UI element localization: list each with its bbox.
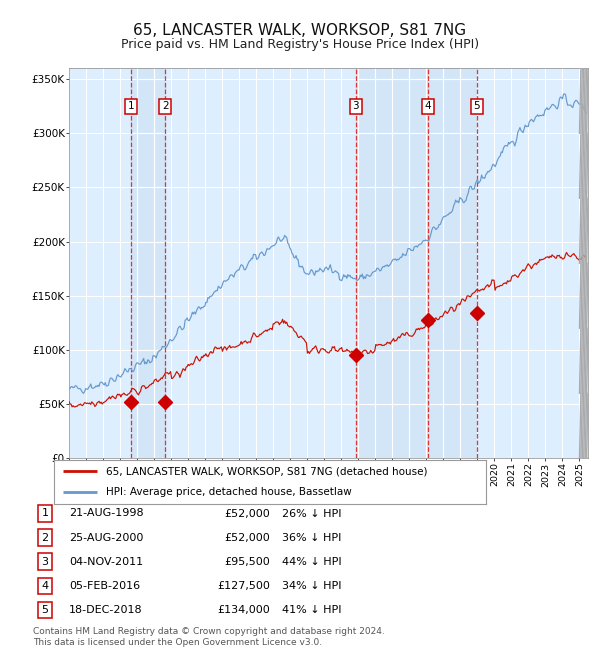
Text: 04-NOV-2011: 04-NOV-2011 <box>69 556 143 567</box>
Text: 65, LANCASTER WALK, WORKSOP, S81 7NG: 65, LANCASTER WALK, WORKSOP, S81 7NG <box>133 23 467 38</box>
Text: 34% ↓ HPI: 34% ↓ HPI <box>282 580 341 591</box>
Text: £127,500: £127,500 <box>217 580 270 591</box>
Text: £134,000: £134,000 <box>217 604 270 615</box>
Text: 21-AUG-1998: 21-AUG-1998 <box>69 508 143 519</box>
Text: 4: 4 <box>41 580 49 591</box>
Text: 25-AUG-2000: 25-AUG-2000 <box>69 532 143 543</box>
Text: 18-DEC-2018: 18-DEC-2018 <box>69 604 143 615</box>
Bar <box>428 68 477 458</box>
Text: £95,500: £95,500 <box>224 556 270 567</box>
Text: 5: 5 <box>473 101 480 111</box>
Text: 05-FEB-2016: 05-FEB-2016 <box>69 580 140 591</box>
Text: 1: 1 <box>128 101 134 111</box>
Text: 2: 2 <box>41 532 49 543</box>
Text: 3: 3 <box>41 556 49 567</box>
Text: 4: 4 <box>425 101 431 111</box>
Text: 26% ↓ HPI: 26% ↓ HPI <box>282 508 341 519</box>
Text: 2: 2 <box>162 101 169 111</box>
Text: 3: 3 <box>352 101 359 111</box>
Bar <box>131 68 165 458</box>
Text: 5: 5 <box>41 604 49 615</box>
Text: 36% ↓ HPI: 36% ↓ HPI <box>282 532 341 543</box>
Text: £52,000: £52,000 <box>224 508 270 519</box>
Text: Price paid vs. HM Land Registry's House Price Index (HPI): Price paid vs. HM Land Registry's House … <box>121 38 479 51</box>
Text: 44% ↓ HPI: 44% ↓ HPI <box>282 556 341 567</box>
Text: £52,000: £52,000 <box>224 532 270 543</box>
Text: 1: 1 <box>41 508 49 519</box>
Text: HPI: Average price, detached house, Bassetlaw: HPI: Average price, detached house, Bass… <box>106 487 352 497</box>
Text: 41% ↓ HPI: 41% ↓ HPI <box>282 604 341 615</box>
Text: 65, LANCASTER WALK, WORKSOP, S81 7NG (detached house): 65, LANCASTER WALK, WORKSOP, S81 7NG (de… <box>106 467 427 476</box>
Text: Contains HM Land Registry data © Crown copyright and database right 2024.
This d: Contains HM Land Registry data © Crown c… <box>33 627 385 647</box>
Bar <box>356 68 428 458</box>
